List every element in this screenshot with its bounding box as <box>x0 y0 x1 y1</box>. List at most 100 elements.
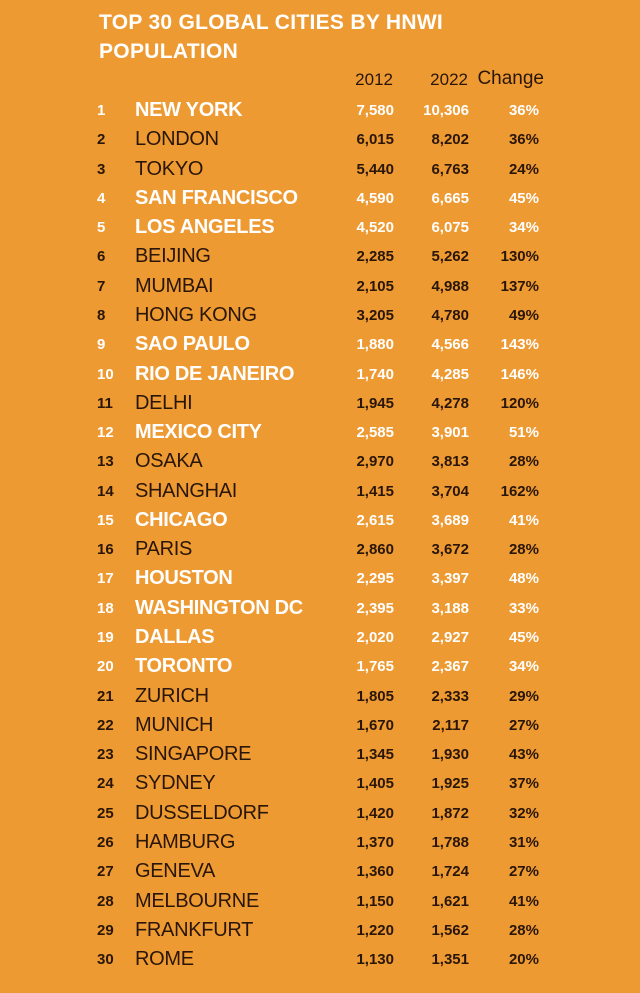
rank-cell: 30 <box>97 951 114 969</box>
value-2022-cell: 1,788 <box>431 834 469 851</box>
value-2012-cell: 1,345 <box>356 746 394 764</box>
rank-cell: 12 <box>97 424 114 442</box>
value-2022-cell: 6,075 <box>431 219 469 237</box>
value-2022-cell: 4,278 <box>431 394 469 412</box>
city-cell: HONG KONG <box>135 303 257 326</box>
change-cell: 36% <box>508 131 539 149</box>
table-row: 26 HAMBURG 1,370 1,788 31% <box>0 828 640 857</box>
table-row: 20 TORONTO 1,765 2,367 34% <box>0 652 640 681</box>
value-2012-cell: 2,395 <box>356 599 394 617</box>
value-2012-cell: 2,020 <box>356 629 394 647</box>
change-cell: 34% <box>508 219 539 237</box>
value-2022-cell: 3,901 <box>431 424 469 442</box>
city-cell: WASHINGTON DC <box>135 596 303 619</box>
value-2012-cell: 1,405 <box>356 775 394 793</box>
city-cell: ZURICH <box>135 684 209 707</box>
rank-cell: 10 <box>97 365 114 383</box>
rank-cell: 23 <box>97 746 114 764</box>
value-2012-cell: 1,740 <box>356 365 394 383</box>
value-2012-cell: 3,205 <box>356 306 394 324</box>
table-row: 3 TOKYO 5,440 6,763 24% <box>0 155 640 184</box>
value-2022-cell: 4,566 <box>431 336 469 354</box>
table-row: 28 MELBOURNE 1,150 1,621 41% <box>0 887 640 916</box>
value-2012-cell: 1,765 <box>356 658 394 676</box>
table-row: 15 CHICAGO 2,615 3,689 41% <box>0 506 640 535</box>
value-2012-cell: 1,670 <box>356 716 394 734</box>
rank-cell: 15 <box>97 511 114 529</box>
rank-cell: 28 <box>97 892 114 910</box>
change-cell: 45% <box>508 629 539 647</box>
city-cell: LOS ANGELES <box>135 216 275 239</box>
table-row: 5 LOS ANGELES 4,520 6,075 34% <box>0 213 640 242</box>
value-2022-cell: 4,285 <box>431 365 469 383</box>
value-2022-cell: 10,306 <box>423 102 469 119</box>
change-cell: 28% <box>508 541 539 559</box>
rank-cell: 26 <box>97 834 114 851</box>
value-2022-cell: 3,704 <box>431 482 469 500</box>
rank-cell: 21 <box>97 687 114 705</box>
value-2022-cell: 4,780 <box>431 306 469 324</box>
rank-cell: 9 <box>97 336 106 354</box>
value-2022-cell: 2,927 <box>431 629 469 647</box>
rank-cell: 6 <box>97 248 106 266</box>
change-cell: 27% <box>508 863 539 881</box>
table-row: 23 SINGAPORE 1,345 1,930 43% <box>0 740 640 769</box>
rank-cell: 24 <box>97 775 114 793</box>
change-cell: 20% <box>508 951 539 969</box>
value-2012-cell: 1,130 <box>356 951 394 969</box>
city-cell: FRANKFURT <box>135 918 254 941</box>
value-2022-cell: 2,333 <box>431 687 469 705</box>
value-2012-cell: 1,880 <box>356 336 394 354</box>
city-cell: TOKYO <box>135 157 204 180</box>
table-row: 21 ZURICH 1,805 2,333 29% <box>0 682 640 711</box>
value-2012-cell: 4,590 <box>356 189 394 207</box>
value-2012-cell: 1,220 <box>356 921 394 939</box>
city-cell: CHICAGO <box>135 508 228 531</box>
table-row: 24 SYDNEY 1,405 1,925 37% <box>0 769 640 798</box>
value-2012-cell: 1,420 <box>356 804 394 822</box>
city-cell: DALLAS <box>135 626 215 649</box>
change-cell: 41% <box>508 511 539 529</box>
table-row: 2 LONDON 6,015 8,202 36% <box>0 125 640 154</box>
table-row: 12 MEXICO CITY 2,585 3,901 51% <box>0 418 640 447</box>
value-2012-cell: 2,295 <box>356 570 394 588</box>
column-header-2012: 2012 <box>355 70 393 89</box>
city-cell: SAO PAULO <box>135 333 250 356</box>
change-cell: 41% <box>508 892 539 910</box>
rank-cell: 14 <box>97 482 114 500</box>
value-2022-cell: 1,724 <box>431 863 469 881</box>
change-cell: 143% <box>500 336 539 354</box>
change-cell: 24% <box>508 160 539 178</box>
city-cell: DUSSELDORF <box>135 801 269 824</box>
value-2012-cell: 2,860 <box>356 541 394 559</box>
value-2022-cell: 2,367 <box>431 658 469 676</box>
value-2012-cell: 2,970 <box>356 453 394 471</box>
value-2022-cell: 1,930 <box>431 746 469 764</box>
rank-cell: 2 <box>97 131 106 149</box>
value-2012-cell: 2,585 <box>356 424 394 442</box>
value-2012-cell: 1,370 <box>356 834 394 851</box>
city-cell: HOUSTON <box>135 567 233 590</box>
value-2022-cell: 3,689 <box>431 511 469 529</box>
value-2022-cell: 1,562 <box>431 921 469 939</box>
value-2012-cell: 1,360 <box>356 863 394 881</box>
table-row: 10 RIO DE JANEIRO 1,740 4,285 146% <box>0 360 640 389</box>
rank-cell: 5 <box>97 219 106 237</box>
value-2022-cell: 3,813 <box>431 453 469 471</box>
value-2012-cell: 1,150 <box>356 892 394 910</box>
table-row: 6 BEIJING 2,285 5,262 130% <box>0 242 640 271</box>
change-cell: 31% <box>508 834 539 851</box>
city-cell: RIO DE JANEIRO <box>135 362 295 385</box>
rank-cell: 16 <box>97 541 114 559</box>
table-title: TOP 30 GLOBAL CITIES BY HNWI POPULATION <box>99 11 444 63</box>
table-row: 8 HONG KONG 3,205 4,780 49% <box>0 301 640 330</box>
value-2012-cell: 7,580 <box>356 102 394 119</box>
rank-cell: 7 <box>97 277 106 295</box>
value-2022-cell: 8,202 <box>431 131 469 149</box>
column-header-2022: 2022 <box>430 70 468 89</box>
value-2022-cell: 5,262 <box>431 248 469 266</box>
value-2012-cell: 2,285 <box>356 248 394 266</box>
rank-cell: 27 <box>97 863 114 881</box>
change-cell: 49% <box>508 306 539 324</box>
city-cell: SYDNEY <box>135 772 216 795</box>
